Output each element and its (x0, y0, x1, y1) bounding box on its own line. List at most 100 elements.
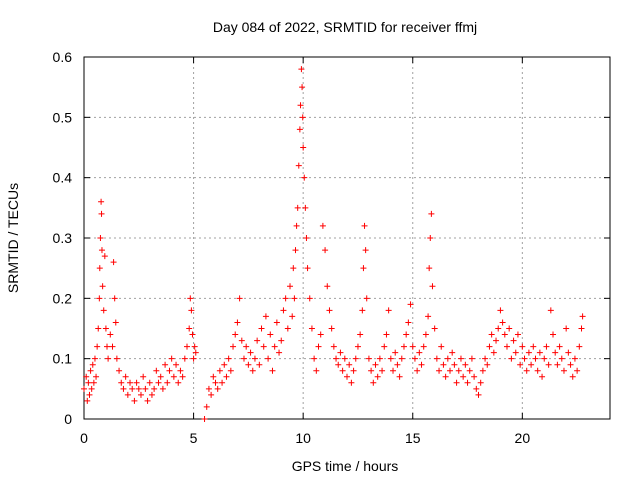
data-point (560, 367, 567, 374)
data-point (96, 295, 103, 302)
data-point (131, 397, 138, 404)
data-point (407, 301, 414, 308)
data-point (98, 198, 105, 205)
data-point (477, 379, 484, 386)
data-point (232, 331, 239, 338)
data-point (409, 343, 416, 350)
data-point (205, 385, 212, 392)
data-point (341, 355, 348, 362)
data-point (219, 379, 226, 386)
data-point (362, 247, 369, 254)
data-point (256, 361, 263, 368)
data-point (294, 204, 301, 211)
data-point (140, 373, 147, 380)
data-point (173, 361, 180, 368)
data-point (428, 210, 435, 217)
data-point (556, 343, 563, 350)
data-point (188, 307, 195, 314)
data-point (405, 319, 412, 326)
data-point (517, 361, 524, 368)
data-point (100, 307, 107, 314)
y-tick-label: 0 (64, 411, 72, 427)
data-point (539, 373, 546, 380)
data-point (187, 295, 194, 302)
axis-ticks (83, 56, 610, 420)
data-point (258, 325, 265, 332)
data-point (519, 343, 526, 350)
data-point (499, 319, 506, 326)
data-point (330, 343, 337, 350)
data-point (278, 337, 285, 344)
data-point (438, 343, 445, 350)
data-point (304, 265, 311, 272)
data-point (238, 337, 245, 344)
data-point (110, 259, 117, 266)
data-point (157, 373, 164, 380)
data-point (579, 313, 586, 320)
data-point (299, 84, 306, 91)
data-point (552, 349, 559, 356)
data-point (129, 385, 136, 392)
data-point (359, 307, 366, 314)
data-point (550, 331, 557, 338)
data-point (414, 367, 421, 374)
data-point (107, 331, 114, 338)
data-point (184, 343, 191, 350)
y-tick-labels: 0 0.1 0.2 0.3 0.4 0.5 0.6 (53, 49, 73, 427)
data-point (159, 385, 166, 392)
data-point (301, 174, 308, 181)
y-tick-label: 0.1 (53, 351, 73, 367)
data-point (444, 355, 451, 362)
data-point (164, 379, 171, 386)
data-point (512, 349, 519, 356)
data-point (554, 361, 561, 368)
y-axis-label: SRMTID / TECUs (5, 183, 21, 293)
data-point (230, 343, 237, 350)
data-point (484, 361, 491, 368)
data-point (96, 265, 103, 272)
data-point (269, 367, 276, 374)
data-point (91, 355, 98, 362)
data-point (449, 349, 456, 356)
data-point (189, 331, 196, 338)
data-point (493, 337, 500, 344)
data-point (148, 391, 155, 398)
chart-title: Day 084 of 2022, SRMTID for receiver ffm… (213, 19, 477, 35)
data-point (528, 361, 535, 368)
data-point (514, 331, 521, 338)
data-point (376, 355, 383, 362)
data-point (155, 379, 162, 386)
data-point (411, 355, 418, 362)
data-point (354, 343, 361, 350)
data-point (146, 379, 153, 386)
data-point (398, 355, 405, 362)
data-point (547, 307, 554, 314)
data-point (236, 295, 243, 302)
data-point (120, 385, 127, 392)
data-point (282, 295, 289, 302)
data-point (122, 373, 129, 380)
x-tick-label: 20 (515, 430, 531, 446)
data-point (89, 361, 96, 368)
data-point (352, 355, 359, 362)
data-point (265, 355, 272, 362)
data-point (365, 355, 372, 362)
data-point (490, 349, 497, 356)
data-point (385, 307, 392, 314)
data-point (426, 265, 433, 272)
data-point (133, 379, 140, 386)
data-point (453, 379, 460, 386)
data-point (541, 355, 548, 362)
data-point (339, 367, 346, 374)
data-point (135, 385, 142, 392)
x-tick-labels: 0 5 10 15 20 (80, 430, 530, 446)
data-point (457, 355, 464, 362)
data-point (144, 397, 151, 404)
data-point (303, 235, 310, 241)
data-point (348, 379, 355, 386)
data-point (289, 313, 296, 320)
data-point (112, 319, 119, 326)
data-point (104, 343, 111, 350)
data-point (532, 355, 539, 362)
data-point (508, 355, 515, 362)
